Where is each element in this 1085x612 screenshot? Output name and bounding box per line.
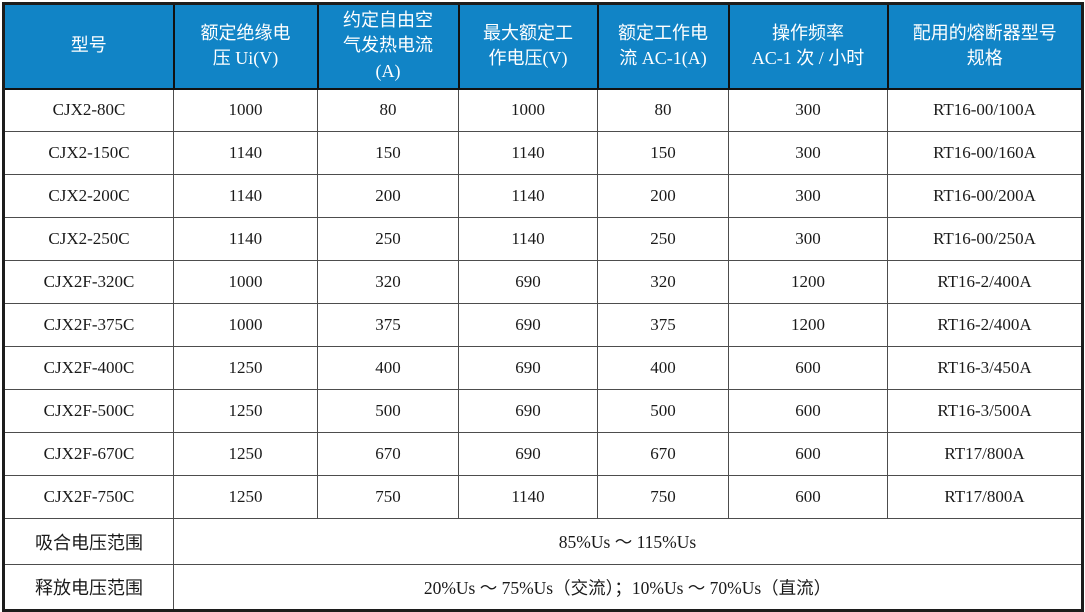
table-footer: 吸合电压范围 85%Us ～ 115%Us 释放电压范围 20%Us ～ 75%… <box>3 518 1083 611</box>
table-cell: 150 <box>597 131 729 175</box>
table-cell: 600 <box>728 389 888 433</box>
table-body: CJX2-80C 1000 80 1000 80 300 RT16-00/100A CJX2-… <box>3 88 1083 519</box>
table-cell: 500 <box>317 389 459 433</box>
table-cell: 300 <box>728 174 888 218</box>
table-cell: 375 <box>597 303 729 347</box>
table-cell: 670 <box>597 432 729 476</box>
table-cell: 750 <box>597 475 729 519</box>
column-header-thermal-current: 约定自由空 气发热电流 (A) <box>316 2 460 90</box>
table-cell: 600 <box>728 475 888 519</box>
header-row: 型号 额定绝缘电 压 Ui(V) 约定自由空 气发热电流 (A) 最大额定工 作… <box>2 2 1084 90</box>
table-cell: 1250 <box>173 346 318 390</box>
table-cell: 690 <box>458 303 598 347</box>
table-cell: 750 <box>317 475 459 519</box>
table-cell: 1140 <box>173 217 318 261</box>
table-cell: 690 <box>458 346 598 390</box>
table-cell: RT16-00/200A <box>887 174 1083 218</box>
table-cell: CJX2-250C <box>3 217 174 261</box>
table-cell: 1000 <box>173 260 318 304</box>
table-cell: RT16-3/450A <box>887 346 1083 390</box>
table-cell: CJX2-200C <box>3 174 174 218</box>
table-cell: 1000 <box>173 303 318 347</box>
table-cell: 200 <box>317 174 459 218</box>
table-header: 型号 额定绝缘电 压 Ui(V) 约定自由空 气发热电流 (A) 最大额定工 作… <box>2 2 1084 90</box>
table-cell: 1250 <box>173 475 318 519</box>
table-cell: 400 <box>597 346 729 390</box>
table-cell: 80 <box>317 88 459 132</box>
pickup-voltage-value: 85%Us ～ 115%Us <box>173 518 1083 565</box>
table-cell: 250 <box>597 217 729 261</box>
table-cell: CJX2-150C <box>3 131 174 175</box>
table-cell: RT16-00/160A <box>887 131 1083 175</box>
table-cell: 1200 <box>728 303 888 347</box>
table-cell: 1140 <box>173 131 318 175</box>
column-header-fuse-model: 配用的熔断器型号 规格 <box>886 2 1084 90</box>
table-cell: 300 <box>728 88 888 132</box>
table-cell: CJX2F-670C <box>3 432 174 476</box>
table-cell: RT16-2/400A <box>887 260 1083 304</box>
table-cell: 690 <box>458 432 598 476</box>
table-row: CJX2F-750C 1250 750 1140 750 600 RT17/800A <box>3 475 1083 519</box>
table-cell: 80 <box>597 88 729 132</box>
table-cell: 1200 <box>728 260 888 304</box>
table-row: CJX2-250C 1140 250 1140 250 300 RT16-00/250A <box>3 217 1083 261</box>
table-cell: 690 <box>458 389 598 433</box>
table-row: CJX2F-375C 1000 375 690 375 1200 RT16-2/400A <box>3 303 1083 347</box>
table-cell: 670 <box>317 432 459 476</box>
column-header-model: 型号 <box>2 2 175 90</box>
column-header-operating-frequency: 操作频率 AC-1 次 / 小时 <box>727 2 889 90</box>
table-row: CJX2F-500C 1250 500 690 500 600 RT16-3/500A <box>3 389 1083 433</box>
table-cell: 600 <box>728 346 888 390</box>
table-cell: RT16-3/500A <box>887 389 1083 433</box>
table-cell: 1140 <box>173 174 318 218</box>
table-cell: CJX2F-750C <box>3 475 174 519</box>
column-header-max-working-voltage: 最大额定工 作电压(V) <box>457 2 599 90</box>
column-header-working-current: 额定工作电 流 AC-1(A) <box>596 2 730 90</box>
table-cell: 150 <box>317 131 459 175</box>
table-cell: 250 <box>317 217 459 261</box>
table-cell: RT16-00/250A <box>887 217 1083 261</box>
table-cell: CJX2-80C <box>3 88 174 132</box>
table-cell: RT16-00/100A <box>887 88 1083 132</box>
table-cell: 300 <box>728 131 888 175</box>
table-cell: RT17/800A <box>887 475 1083 519</box>
table-cell: 1000 <box>173 88 318 132</box>
table-cell: 320 <box>317 260 459 304</box>
table-row-release-voltage: 释放电压范围 20%Us ～ 75%Us（交流）；10%Us ～ 70%Us（直… <box>3 564 1083 611</box>
pickup-voltage-label: 吸合电压范围 <box>3 518 174 565</box>
table-row-pickup-voltage: 吸合电压范围 85%Us ～ 115%Us <box>3 518 1083 565</box>
table-cell: 375 <box>317 303 459 347</box>
table-cell: CJX2F-400C <box>3 346 174 390</box>
table-cell: RT17/800A <box>887 432 1083 476</box>
table-cell: 500 <box>597 389 729 433</box>
table-row: CJX2-80C 1000 80 1000 80 300 RT16-00/100A <box>3 88 1083 132</box>
table-cell: 1250 <box>173 432 318 476</box>
table-row: CJX2-150C 1140 150 1140 150 300 RT16-00/160A <box>3 131 1083 175</box>
table-cell: 1140 <box>458 131 598 175</box>
table-cell: 690 <box>458 260 598 304</box>
table-cell: 600 <box>728 432 888 476</box>
release-voltage-value: 20%Us ～ 75%Us（交流）；10%Us ～ 70%Us（直流） <box>173 564 1083 611</box>
table-cell: RT16-2/400A <box>887 303 1083 347</box>
table-cell: 300 <box>728 217 888 261</box>
table-row: CJX2F-320C 1000 320 690 320 1200 RT16-2/400A <box>3 260 1083 304</box>
table-cell: CJX2F-375C <box>3 303 174 347</box>
table-cell: 1140 <box>458 174 598 218</box>
table-row: CJX2F-670C 1250 670 690 670 600 RT17/800A <box>3 432 1083 476</box>
table-cell: 1140 <box>458 217 598 261</box>
table-cell: 400 <box>317 346 459 390</box>
table-cell: 1250 <box>173 389 318 433</box>
release-voltage-label: 释放电压范围 <box>3 564 174 611</box>
table-row: CJX2F-400C 1250 400 690 400 600 RT16-3/450A <box>3 346 1083 390</box>
table-cell: 320 <box>597 260 729 304</box>
table-cell: CJX2F-320C <box>3 260 174 304</box>
table-cell: 200 <box>597 174 729 218</box>
column-header-insulation-voltage: 额定绝缘电 压 Ui(V) <box>172 2 319 90</box>
table-row: CJX2-200C 1140 200 1140 200 300 RT16-00/200A <box>3 174 1083 218</box>
table-cell: 1000 <box>458 88 598 132</box>
table-cell: CJX2F-500C <box>3 389 174 433</box>
table-cell: 1140 <box>458 475 598 519</box>
